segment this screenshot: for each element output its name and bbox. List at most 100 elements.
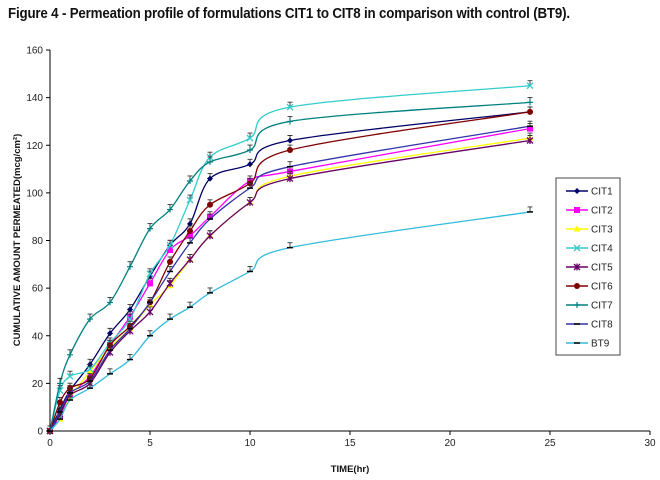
y-tick-label: 140 — [26, 93, 43, 104]
series-line-cit7 — [49, 101, 531, 432]
series-cit2 — [47, 123, 533, 434]
data-point — [167, 258, 173, 265]
x-tick-label: 10 — [244, 438, 256, 449]
legend-label: CIT1 — [591, 187, 613, 198]
legend-label: CIT4 — [591, 244, 613, 255]
x-tick-label: 20 — [444, 438, 456, 449]
y-tick-label: 0 — [37, 427, 43, 438]
data-point — [527, 99, 533, 106]
data-point — [187, 177, 193, 184]
data-point — [127, 306, 133, 313]
error-bar — [87, 375, 93, 381]
data-point — [526, 136, 534, 144]
error-bar — [57, 406, 63, 412]
legend-marker — [574, 207, 580, 213]
y-axis-label: CUMULATIVE AMOUNT PERMEATED(mcg/cm²) — [12, 134, 23, 347]
data-point — [287, 118, 293, 125]
x-tick-label: 30 — [644, 438, 656, 449]
error-bar — [527, 120, 533, 127]
error-bar — [127, 323, 133, 329]
data-point — [247, 161, 253, 168]
legend-item-cit3: CIT3 — [566, 225, 613, 236]
error-bar — [527, 206, 533, 212]
error-bar — [147, 296, 153, 303]
error-bar — [167, 266, 173, 272]
series-line-cit8 — [49, 125, 531, 432]
error-bar — [247, 182, 253, 189]
legend-marker — [573, 225, 581, 232]
error-bar — [187, 301, 193, 308]
data-point — [146, 270, 154, 278]
series-line-cit6 — [49, 111, 531, 432]
axes: 0 20 40 60 80 100 120 140 160 0 5 10 15 20 25 30 — [26, 46, 656, 450]
legend-label: CIT6 — [591, 282, 613, 293]
error-bar — [107, 368, 113, 374]
series-cit6 — [47, 106, 533, 434]
chart-title: Figure 4 - Permeation profile of formula… — [8, 6, 570, 22]
data-point — [207, 175, 213, 182]
legend-item-cit5: CIT5 — [566, 263, 613, 274]
series-lines — [46, 80, 534, 435]
error-bar — [67, 387, 73, 393]
data-point — [167, 206, 173, 213]
error-bar — [287, 161, 293, 167]
error-bar — [127, 354, 133, 360]
legend-marker — [574, 188, 580, 194]
x-tick-label: 0 — [47, 438, 53, 449]
data-point — [286, 175, 294, 183]
data-point — [246, 134, 254, 142]
data-point — [146, 308, 154, 316]
legend-marker — [573, 244, 581, 252]
y-tick-label: 40 — [32, 331, 44, 342]
data-point — [127, 263, 133, 270]
error-bar — [57, 413, 63, 420]
data-point — [147, 225, 153, 232]
data-point — [167, 247, 173, 254]
error-bar — [187, 237, 193, 243]
legend-label: CIT2 — [591, 206, 613, 217]
legend-label: BT9 — [591, 339, 610, 350]
data-point — [57, 380, 63, 387]
series-cit7 — [47, 96, 533, 434]
legend-label: CIT7 — [591, 301, 613, 312]
error-bar — [207, 213, 213, 220]
data-point — [207, 201, 213, 208]
data-point — [286, 103, 294, 111]
legend-marker — [574, 302, 580, 308]
series-line-bt9 — [49, 211, 531, 432]
data-point — [87, 316, 93, 323]
data-point — [186, 196, 194, 204]
legend-item-cit7: CIT7 — [566, 301, 613, 312]
legend: CIT1 CIT2 CIT3 CIT4 CIT5 CIT6 CIT7 CIT8 BT9 — [555, 177, 621, 356]
y-tick-label: 120 — [26, 141, 43, 152]
data-point — [166, 279, 174, 287]
y-tick-label: 100 — [26, 188, 43, 199]
error-bar — [67, 394, 73, 401]
error-bar — [87, 382, 93, 389]
data-point — [527, 108, 533, 115]
y-tick-label: 20 — [32, 379, 44, 390]
data-point — [207, 158, 213, 165]
error-bar — [247, 266, 253, 272]
legend-item-cit2: CIT2 — [566, 206, 613, 217]
error-bar — [107, 344, 113, 351]
data-point — [67, 351, 73, 358]
data-point — [206, 232, 214, 240]
data-point — [287, 147, 293, 154]
x-tick-label: 25 — [544, 438, 556, 449]
y-tick-label: 160 — [26, 46, 43, 57]
data-point — [187, 227, 193, 234]
data-point — [187, 220, 193, 227]
legend-item-cit6: CIT6 — [566, 282, 613, 293]
error-bar — [287, 242, 293, 248]
error-bar — [147, 330, 153, 336]
series-line-cit3 — [49, 137, 531, 432]
legend-item-bt9: BT9 — [566, 339, 610, 350]
data-point — [86, 365, 94, 373]
data-point — [526, 82, 534, 90]
y-tick-label: 60 — [32, 284, 44, 295]
error-bar — [167, 313, 173, 320]
data-point — [186, 256, 194, 264]
x-tick-label: 5 — [147, 438, 153, 449]
